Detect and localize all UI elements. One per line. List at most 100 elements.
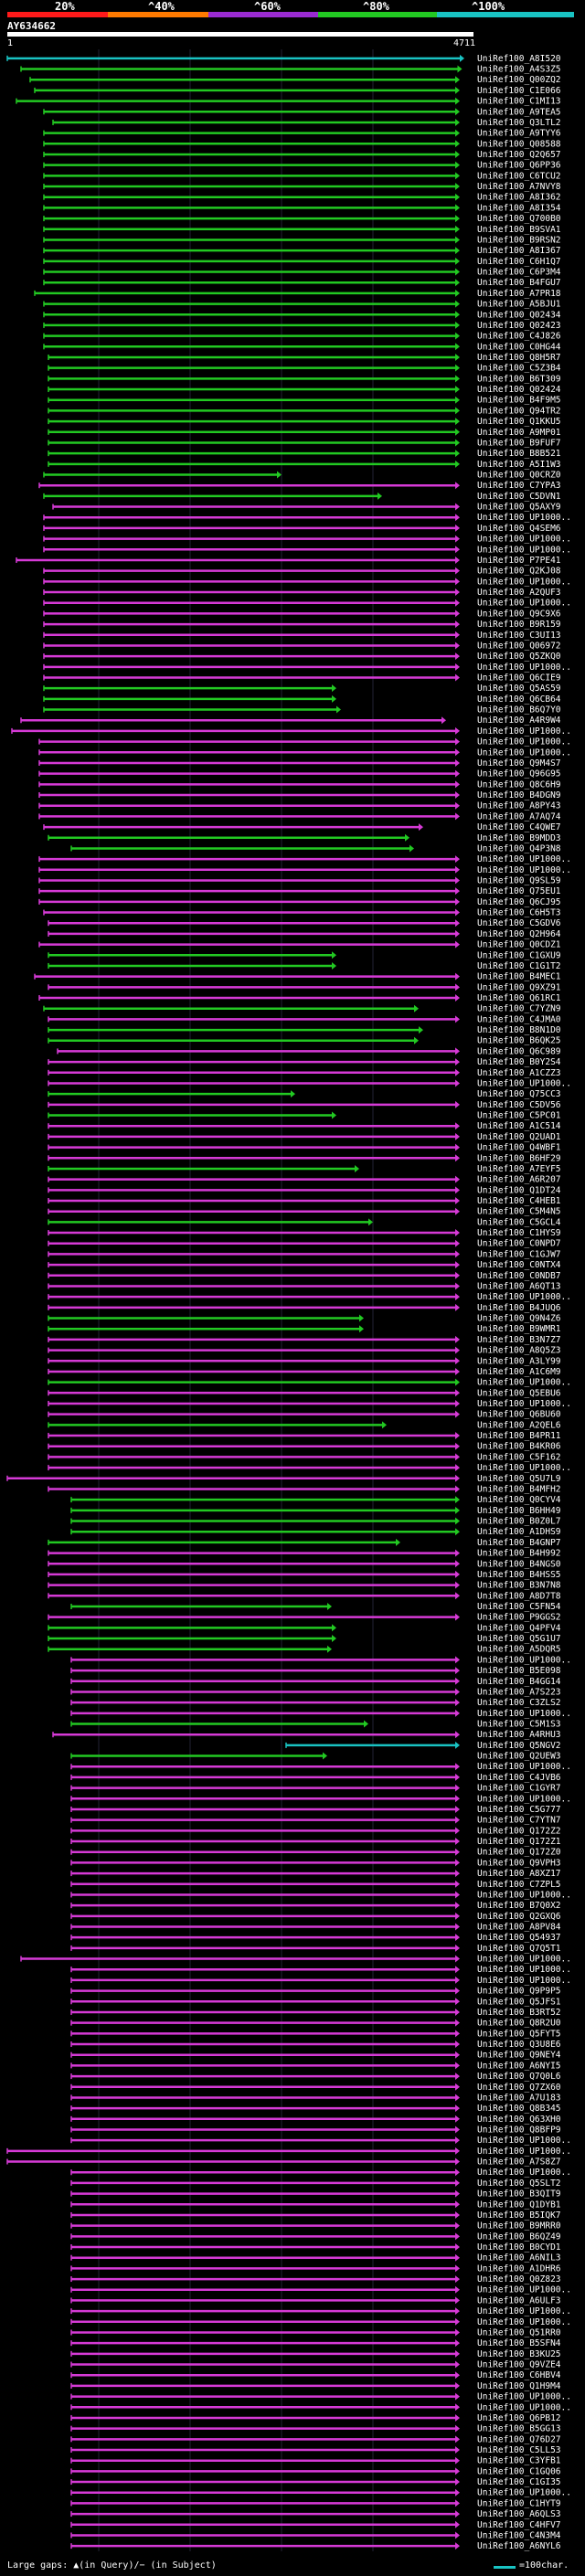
hit-row[interactable]: UniRef100_Q02424 [48, 385, 561, 395]
hit-label[interactable]: UniRef100_Q4PFV4 [477, 1623, 561, 1633]
hit-row[interactable]: UniRef100_Q54937 [70, 1933, 561, 1943]
hit-label[interactable]: UniRef100_Q2H964 [477, 929, 561, 939]
hit-label[interactable]: UniRef100_UP1000.. [477, 1463, 571, 1473]
hit-row[interactable]: UniRef100_Q96G95 [38, 769, 561, 779]
hit-row[interactable]: UniRef100_C0NPD7 [48, 1239, 561, 1249]
hit-label[interactable]: UniRef100_A4RHU3 [477, 1730, 561, 1740]
hit-row[interactable]: UniRef100_Q2UEW3 [70, 1752, 561, 1762]
hit-label[interactable]: UniRef100_C5GCL4 [477, 1217, 561, 1227]
hit-row[interactable]: UniRef100_Q0Z823 [70, 2274, 561, 2284]
hit-row[interactable]: UniRef100_C7YTN7 [70, 1816, 561, 1826]
hit-label[interactable]: UniRef100_B4PR11 [477, 1431, 561, 1441]
hit-label[interactable]: UniRef100_Q96G95 [477, 769, 561, 779]
hit-row[interactable]: UniRef100_Q6PB12 [70, 2413, 561, 2423]
hit-label[interactable]: UniRef100_Q1DT24 [477, 1185, 561, 1195]
hit-label[interactable]: UniRef100_Q2UAD1 [477, 1132, 561, 1142]
hit-label[interactable]: UniRef100_C1HYT9 [477, 2498, 561, 2508]
hit-label[interactable]: UniRef100_C4HEB1 [477, 1196, 561, 1206]
hit-label[interactable]: UniRef100_A2QUF3 [477, 588, 561, 598]
hit-label[interactable]: UniRef100_UP1000.. [477, 663, 571, 673]
hit-row[interactable]: UniRef100_C6HBV4 [70, 2370, 561, 2380]
hit-label[interactable]: UniRef100_B9R159 [477, 620, 561, 630]
hit-row[interactable]: UniRef100_Q02423 [43, 321, 561, 331]
hit-row[interactable]: UniRef100_A8I367 [43, 246, 561, 256]
hit-label[interactable]: UniRef100_A4S3Z5 [477, 65, 561, 75]
hit-label[interactable]: UniRef100_Q2GXQ6 [477, 1912, 561, 1922]
hit-row[interactable]: UniRef100_Q0CDZ1 [38, 940, 561, 950]
hit-label[interactable]: UniRef100_C4N3M4 [477, 2530, 561, 2540]
hit-row[interactable]: UniRef100_Q9SL59 [38, 875, 561, 885]
hit-label[interactable]: UniRef100_C3YFB1 [477, 2456, 561, 2466]
hit-row[interactable]: UniRef100_B0Z0L7 [70, 1517, 561, 1527]
hit-label[interactable]: UniRef100_Q9SL59 [477, 875, 561, 885]
hit-label[interactable]: UniRef100_B9RSN2 [477, 235, 561, 245]
hit-row[interactable]: UniRef100_B7Q0X2 [70, 1901, 561, 1911]
hit-row[interactable]: UniRef100_C1GYR7 [70, 1784, 561, 1794]
hit-label[interactable]: UniRef100_A8I354 [477, 203, 561, 213]
hit-label[interactable]: UniRef100_A7EYF5 [477, 1164, 561, 1174]
hit-row[interactable]: UniRef100_C4J826 [43, 332, 561, 342]
hit-label[interactable]: UniRef100_A8D7T8 [477, 1591, 561, 1601]
hit-label[interactable]: UniRef100_A1C6M9 [477, 1367, 561, 1377]
hit-row[interactable]: UniRef100_A6NYL6 [70, 2541, 561, 2551]
hit-label[interactable]: UniRef100_B4FGU7 [477, 278, 561, 288]
hit-label[interactable]: UniRef100_UP1000.. [477, 1794, 571, 1804]
hit-row[interactable]: UniRef100_C1GXU9 [48, 950, 561, 960]
hit-label[interactable]: UniRef100_Q700B0 [477, 214, 561, 224]
hit-label[interactable]: UniRef100_B4JUQ6 [477, 1303, 561, 1313]
hit-label[interactable]: UniRef100_C5M1S3 [477, 1720, 561, 1730]
hit-row[interactable]: UniRef100_B4F9M5 [48, 396, 561, 406]
hit-label[interactable]: UniRef100_A9TEA5 [477, 107, 561, 117]
hit-row[interactable]: UniRef100_Q4WBF1 [48, 1143, 561, 1153]
hit-row[interactable]: UniRef100_B3QIT9 [70, 2189, 561, 2200]
hit-label[interactable]: UniRef100_A9TYY6 [477, 129, 561, 139]
hit-row[interactable]: UniRef100_A7EYF5 [48, 1164, 561, 1174]
hit-row[interactable]: UniRef100_Q75CC3 [48, 1089, 561, 1099]
hit-row[interactable]: UniRef100_B9FUF7 [48, 438, 561, 448]
hit-label[interactable]: UniRef100_Q9N4Z6 [477, 1314, 561, 1324]
hit-row[interactable]: UniRef100_C6P3M4 [43, 268, 561, 278]
hit-label[interactable]: UniRef100_Q51RR0 [477, 2327, 561, 2337]
hit-row[interactable]: UniRef100_C5DV56 [48, 1100, 561, 1110]
hit-label[interactable]: UniRef100_C0NDB7 [477, 1271, 561, 1281]
hit-row[interactable]: UniRef100_UP1000.. [48, 1078, 571, 1088]
hit-row[interactable]: UniRef100_Q9N4Z6 [48, 1314, 561, 1324]
hit-row[interactable]: UniRef100_C5DVN1 [43, 492, 561, 502]
hit-row[interactable]: UniRef100_Q76D27 [70, 2434, 561, 2444]
hit-label[interactable]: UniRef100_Q06972 [477, 641, 561, 651]
hit-row[interactable]: UniRef100_UP1000.. [70, 2168, 571, 2178]
hit-label[interactable]: UniRef100_Q9C9X6 [477, 609, 561, 619]
hit-label[interactable]: UniRef100_C0HG44 [477, 342, 561, 352]
hit-row[interactable]: UniRef100_C6H1Q7 [43, 257, 561, 267]
hit-label[interactable]: UniRef100_UP1000.. [477, 577, 571, 587]
hit-label[interactable]: UniRef100_A8I520 [477, 54, 561, 64]
hit-row[interactable]: UniRef100_B4DGN9 [38, 790, 561, 800]
hit-label[interactable]: UniRef100_Q9VZE4 [477, 2360, 561, 2370]
hit-label[interactable]: UniRef100_A5I1W3 [477, 460, 561, 470]
hit-row[interactable]: UniRef100_C4HFV7 [70, 2520, 561, 2530]
hit-row[interactable]: UniRef100_B3RT52 [70, 2008, 561, 2018]
hit-row[interactable]: UniRef100_B8N1D0 [48, 1025, 561, 1035]
hit-label[interactable]: UniRef100_Q8R2U0 [477, 2019, 561, 2029]
hit-row[interactable]: UniRef100_Q6CJ95 [38, 897, 561, 907]
hit-label[interactable]: UniRef100_C1G1T2 [477, 961, 561, 971]
hit-row[interactable]: UniRef100_Q9P9P5 [70, 1987, 561, 1997]
hit-row[interactable]: UniRef100_C1E066 [34, 86, 561, 96]
hit-label[interactable]: UniRef100_Q0CYV4 [477, 1495, 561, 1505]
hit-row[interactable]: UniRef100_C5PC01 [48, 1111, 561, 1121]
hit-row[interactable]: UniRef100_A6NYI5 [70, 2061, 561, 2071]
hit-label[interactable]: UniRef100_A4R9W4 [477, 716, 561, 726]
hit-label[interactable]: UniRef100_UP1000.. [477, 1709, 571, 1719]
hit-label[interactable]: UniRef100_C1E066 [477, 86, 561, 96]
hit-row[interactable]: UniRef100_C4QWE7 [43, 822, 561, 832]
hit-row[interactable]: UniRef100_C7YPA3 [38, 481, 561, 491]
hit-row[interactable]: UniRef100_Q61RC1 [38, 993, 561, 1003]
hit-row[interactable]: UniRef100_C3UI13 [43, 631, 561, 641]
hit-row[interactable]: UniRef100_A1DHR6 [70, 2263, 561, 2274]
hit-row[interactable]: UniRef100_Q3U8E6 [70, 2040, 561, 2050]
hit-label[interactable]: UniRef100_C4J826 [477, 332, 561, 342]
hit-label[interactable]: UniRef100_Q75CC3 [477, 1089, 561, 1099]
hit-label[interactable]: UniRef100_P7PE41 [477, 556, 561, 566]
hit-row[interactable]: UniRef100_Q51RR0 [70, 2327, 561, 2337]
hit-label[interactable]: UniRef100_Q172Z0 [477, 1848, 561, 1858]
